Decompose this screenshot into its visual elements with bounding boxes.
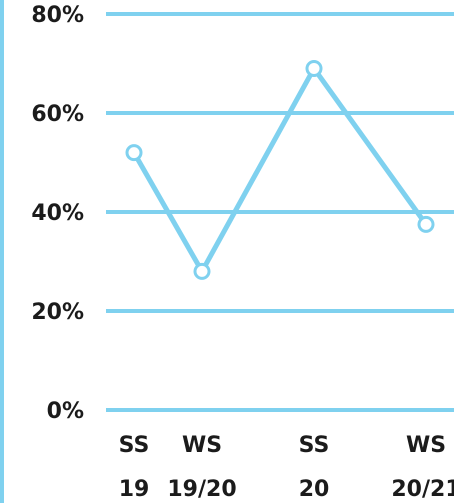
- x-tick-label: WS: [182, 433, 222, 458]
- x-axis-ticks: SS 19 WS 19/20 SS 20 WS 20/21: [119, 433, 454, 502]
- x-tick-label: SS: [299, 433, 330, 458]
- x-tick-label: 19/20: [167, 477, 236, 502]
- y-axis-ticks: 0% 20% 40% 60% 80%: [31, 3, 84, 424]
- x-tick-label: 20/21: [391, 477, 454, 502]
- left-border: [0, 0, 4, 503]
- x-tick-label: 20: [299, 477, 330, 502]
- y-tick-label: 20%: [31, 300, 84, 325]
- x-tick-label: WS: [406, 433, 446, 458]
- y-tick-label: 0%: [47, 399, 84, 424]
- series-layer: [125, 59, 435, 280]
- data-point: [417, 215, 435, 233]
- x-tick-label: SS: [119, 433, 150, 458]
- y-tick-label: 40%: [31, 201, 84, 226]
- series-line: [131, 65, 429, 274]
- y-tick-label: 60%: [31, 102, 84, 127]
- x-tick-label: 19: [119, 477, 150, 502]
- gridlines: [106, 12, 454, 412]
- data-point: [125, 144, 143, 162]
- data-point: [305, 59, 323, 77]
- data-point: [193, 262, 211, 280]
- y-tick-label: 80%: [31, 3, 84, 28]
